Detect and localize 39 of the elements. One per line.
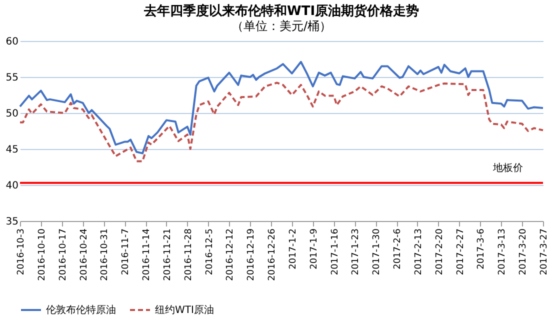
x-tick-label: 2016-11-7 xyxy=(121,228,132,276)
x-tick-label: 2017-3-13 xyxy=(498,228,508,276)
ref-line-label: 地板价 xyxy=(492,162,523,174)
chart-subtitle: （单位：美元/桶） xyxy=(231,19,332,33)
x-tick-label: 2016-12-26 xyxy=(268,228,278,281)
y-tick-label: 55 xyxy=(6,72,18,84)
x-tick-label: 2016-10-10 xyxy=(37,228,48,281)
x-tick-label: 2017-3-6 xyxy=(476,228,487,270)
x-tick-label: 2016-11-28 xyxy=(184,228,194,281)
x-tick-label: 2017-2-27 xyxy=(456,228,466,276)
x-tick-label: 2016-12-19 xyxy=(246,228,257,281)
x-tick-label: 2017-2-6 xyxy=(393,228,404,270)
x-tick-label: 2016-10-24 xyxy=(79,228,90,281)
x-tick-label: 2017-1-30 xyxy=(372,228,382,276)
x-tick-label: 2016-10-3 xyxy=(16,228,26,276)
x-tick-label: 2016-10-17 xyxy=(58,228,68,281)
x-tick-label: 2017-2-13 xyxy=(414,228,424,276)
legend-label: 纽约WTI原油 xyxy=(155,304,214,316)
y-tick-label: 45 xyxy=(6,144,18,156)
x-tick-label: 2016-11-21 xyxy=(162,228,173,281)
x-tick-label: 2016-12-5 xyxy=(204,228,215,276)
y-tick-label: 35 xyxy=(6,216,18,228)
y-tick-label: 60 xyxy=(6,36,18,48)
y-tick-label: 50 xyxy=(6,108,18,120)
x-tick-label: 2017-3-20 xyxy=(518,228,529,276)
x-tick-label: 2016-11-14 xyxy=(142,228,152,281)
x-tick-label: 2017-1-9 xyxy=(309,228,320,270)
chart-title: 去年四季度以来布伦特和WTI原油期货价格走势 xyxy=(142,3,420,19)
x-tick-label: 2017-1-23 xyxy=(351,228,362,276)
x-tick-label: 2017-3-27 xyxy=(540,228,550,276)
legend-label: 伦敦布伦特原油 xyxy=(46,304,116,316)
line-series xyxy=(19,82,544,162)
x-tick-label: 2017-2-20 xyxy=(434,228,445,276)
x-tick-label: 2016-12-12 xyxy=(226,228,236,281)
x-tick-label: 2017-1-2 xyxy=(288,228,298,270)
x-tick-label: 2017-1-16 xyxy=(330,228,340,276)
y-tick-label: 40 xyxy=(6,180,18,192)
line-series xyxy=(19,60,544,154)
x-tick-label: 2016-10-31 xyxy=(100,228,110,281)
